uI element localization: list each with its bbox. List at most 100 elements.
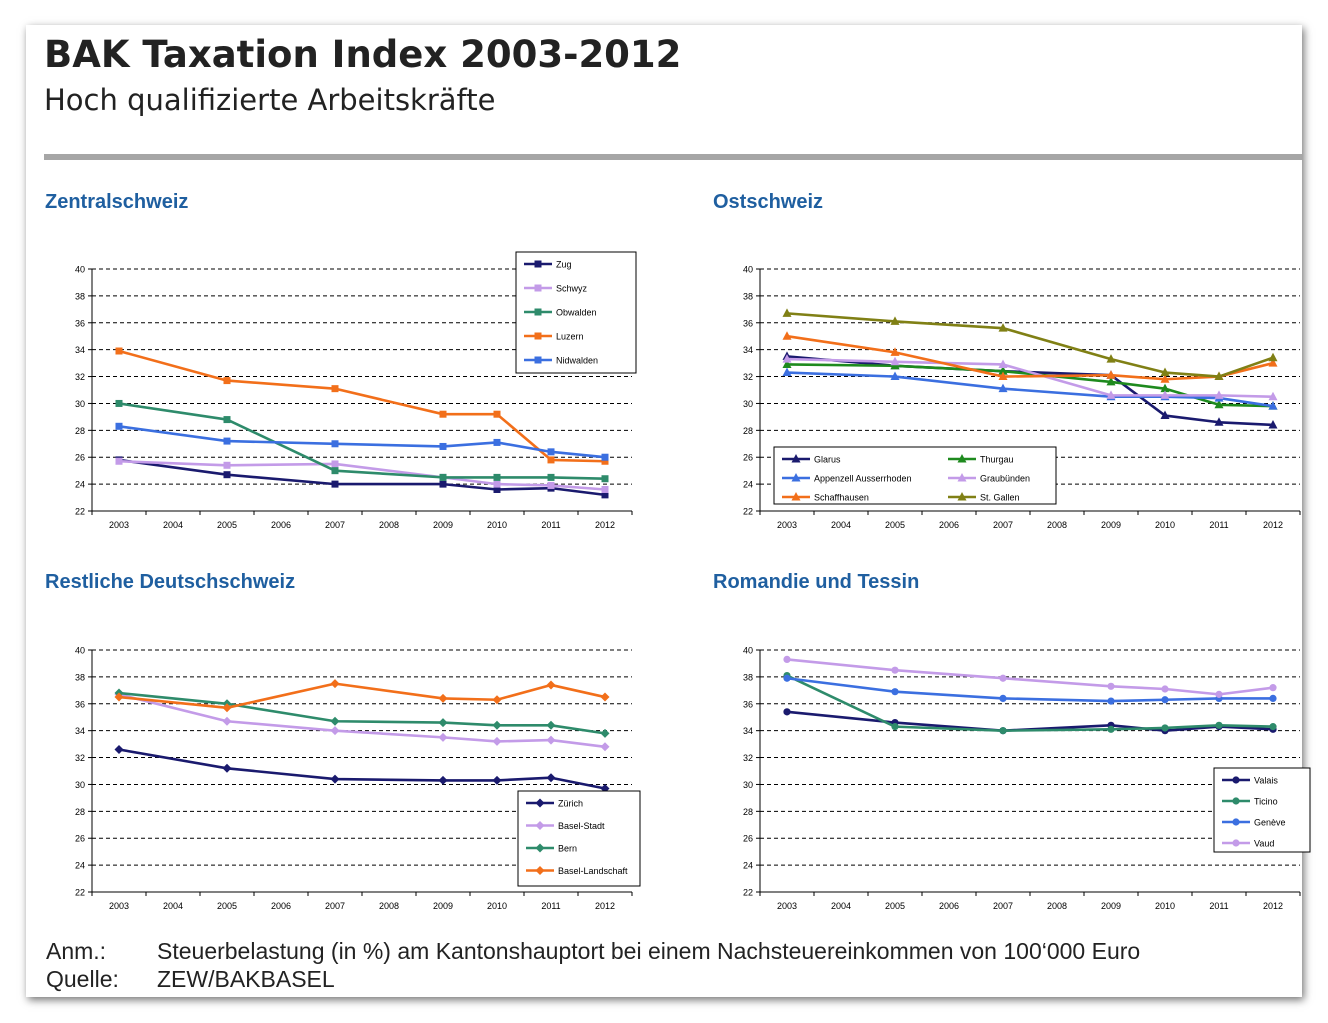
data-point — [782, 331, 792, 340]
y-tick-label: 24 — [75, 861, 85, 871]
legend-swatch-marker — [535, 866, 545, 875]
gridlines: 22 24 26 28 30 32 34 36 38 40 — [743, 646, 1300, 898]
x-tick-label: 2006 — [271, 901, 291, 911]
x-tick-label: 2012 — [595, 520, 615, 530]
data-point — [891, 688, 899, 696]
y-tick-label: 30 — [743, 780, 753, 790]
data-point — [439, 480, 447, 488]
y-tick-label: 34 — [75, 726, 85, 736]
y-tick-label: 26 — [75, 834, 85, 844]
legend-swatch-marker — [534, 332, 542, 340]
y-tick-label: 28 — [743, 807, 753, 817]
data-point — [1268, 419, 1278, 429]
page-subtitle: Hoch qualifizierte Arbeitskräfte — [44, 83, 496, 117]
y-tick-label: 32 — [75, 372, 85, 382]
x-tick-label: 2010 — [487, 901, 507, 911]
legend-swatch-marker — [791, 473, 801, 482]
legend: Glarus Thurgau Appenzell Ausserrhoden Graub… — [773, 446, 1057, 505]
data-point — [439, 442, 447, 450]
y-tick-label: 26 — [743, 453, 753, 463]
legend-label-schaffhausen: Schaffhausen — [814, 493, 869, 503]
data-point — [601, 491, 609, 499]
x-tick-label: 2009 — [433, 901, 453, 911]
footnote: Anm.: Steuerbelastung (in %) am Kantonsh… — [46, 937, 1140, 993]
x-tick-label: 2005 — [885, 520, 905, 530]
y-tick-label: 32 — [743, 372, 753, 382]
chart-restliche-deutschschweiz: 22 24 26 28 30 32 34 36 38 40 2003 2004 2005 2006 2007… — [75, 646, 641, 911]
data-point — [222, 703, 232, 713]
series-line-nidwalden — [118, 425, 606, 459]
legend-label-bern: Bern — [558, 844, 577, 854]
legend-label-basel-landschaft: Basel-Landschaft — [558, 866, 628, 876]
x-tick-label: 2003 — [109, 901, 129, 911]
y-tick-label: 24 — [743, 861, 753, 871]
data-point — [1160, 383, 1170, 393]
data-point — [1268, 391, 1278, 401]
legend-label-obwalden: Obwalden — [556, 308, 597, 318]
data-point — [891, 723, 899, 731]
data-point — [1268, 358, 1278, 367]
data-point — [783, 708, 791, 716]
series-nidwalden — [115, 422, 609, 461]
series-line-geneve — [786, 676, 1273, 703]
data-point — [999, 674, 1007, 682]
data-point — [1106, 390, 1116, 399]
series-zurich — [114, 744, 610, 793]
legend-label-glarus: Glarus — [814, 455, 841, 465]
title-divider — [44, 154, 1302, 160]
data-point — [331, 460, 339, 468]
x-tick-label: 2007 — [325, 901, 345, 911]
y-tick-label: 30 — [743, 399, 753, 409]
data-point — [998, 323, 1008, 332]
y-tick-label: 30 — [75, 399, 85, 409]
data-point — [1160, 390, 1170, 399]
data-point — [115, 457, 123, 465]
data-point — [546, 773, 556, 783]
y-tick-label: 40 — [75, 265, 85, 275]
data-point — [439, 410, 447, 418]
y-tick-label: 22 — [75, 507, 85, 517]
legend-swatch-marker — [534, 260, 542, 268]
x-tick-label: 2007 — [993, 901, 1013, 911]
x-tick-label: 2009 — [1101, 901, 1121, 911]
data-point — [438, 718, 448, 728]
y-tick-label: 22 — [743, 507, 753, 517]
data-point — [1160, 367, 1170, 377]
legend-label-luzern: Luzern — [556, 332, 584, 342]
data-point — [600, 728, 610, 738]
legend: Zürich Basel-Stadt Bern Basel-Landschaft — [517, 790, 641, 887]
y-tick-label: 40 — [743, 646, 753, 656]
x-tick-label: 2010 — [1155, 520, 1175, 530]
legend-label-schwyz: Schwyz — [556, 284, 588, 294]
x-tick-label: 2004 — [163, 901, 183, 911]
legend-label-st-gallen: St. Gallen — [980, 493, 1020, 503]
x-tick-label: 2011 — [1209, 901, 1228, 911]
x-tick-label: 2003 — [777, 901, 797, 911]
data-point — [601, 453, 609, 461]
data-point — [998, 383, 1008, 393]
series-obwalden — [115, 399, 609, 483]
panel-title-ostschweiz: Ostschweiz — [713, 191, 824, 213]
data-point — [1107, 697, 1115, 705]
data-point — [1214, 390, 1224, 399]
legend-swatch-marker — [535, 843, 545, 853]
panel-title-zentralschweiz: Zentralschweiz — [45, 191, 189, 213]
data-point — [999, 727, 1007, 735]
data-point — [331, 440, 339, 448]
x-tick-label: 2006 — [271, 520, 291, 530]
footnote-note-text: Steuerbelastung (in %) am Kantonshauptor… — [157, 938, 1141, 964]
data-point — [1161, 724, 1169, 732]
y-tick-label: 36 — [743, 318, 753, 328]
x-tick-label: 2010 — [1155, 901, 1175, 911]
legend-label-nidwalden: Nidwalden — [556, 356, 598, 366]
series-line-thurgau — [786, 363, 1274, 408]
y-tick-label: 38 — [743, 672, 753, 682]
legend: Valais Ticino Genève Vaud — [1213, 767, 1311, 853]
series-graubunden — [782, 354, 1278, 401]
data-point — [223, 416, 231, 424]
legend-swatch-marker — [534, 284, 542, 292]
footnote-source-row: Quelle: ZEW/BAKBASEL — [46, 965, 1140, 993]
data-point — [1214, 371, 1224, 381]
legend-box — [773, 446, 1057, 505]
data-point — [115, 347, 123, 355]
